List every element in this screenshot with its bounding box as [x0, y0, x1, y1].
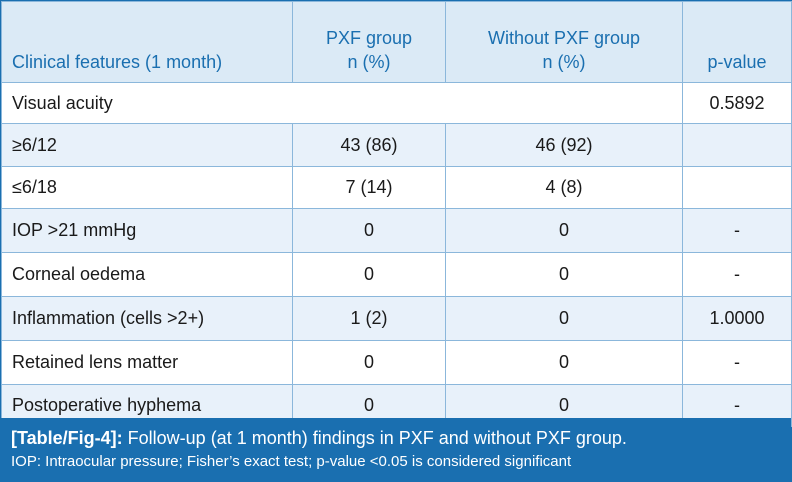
- row-feature: IOP >21 mmHg: [1, 208, 293, 253]
- row-pxf: 43 (86): [292, 123, 446, 167]
- row-feature: Inflammation (cells >2+): [1, 296, 293, 341]
- row-pxf: 0: [292, 340, 446, 385]
- row-p-value: [682, 123, 792, 167]
- caption-note: IOP: Intraocular pressure; Fisher’s exac…: [11, 453, 572, 470]
- row-pxf: 7 (14): [292, 166, 446, 209]
- caption-text: Follow-up (at 1 month) findings in PXF a…: [122, 428, 627, 448]
- row-feature: Retained lens matter: [1, 340, 293, 385]
- row-p-value: 1.0000: [682, 296, 792, 341]
- caption-title: [Table/Fig-4]: Follow-up (at 1 month) fi…: [11, 426, 781, 450]
- table-row: Inflammation (cells >2+) 1 (2) 0 1.0000: [1, 296, 792, 341]
- row-without-pxf: 0: [445, 340, 683, 385]
- table-row: Retained lens matter 0 0 -: [1, 340, 792, 385]
- row-feature: ≤6/18: [1, 166, 293, 209]
- row-without-pxf: 0: [445, 208, 683, 253]
- table-row: ≤6/18 7 (14) 4 (8): [1, 166, 792, 209]
- table-row: Visual acuity 0.5892: [1, 82, 792, 124]
- row-feature: ≥6/12: [1, 123, 293, 167]
- header-without-pxf-group: Without PXF group n (%): [445, 1, 683, 83]
- table-header: Clinical features (1 month) PXF group n …: [1, 1, 792, 83]
- row-pxf: 0: [292, 208, 446, 253]
- row-pxf: 0: [292, 252, 446, 297]
- row-p-value: [682, 166, 792, 209]
- caption-tag: [Table/Fig-4]:: [11, 428, 123, 448]
- header-clinical-features: Clinical features (1 month): [1, 1, 293, 83]
- table-row: IOP >21 mmHg 0 0 -: [1, 208, 792, 253]
- figure-caption: [Table/Fig-4]: Follow-up (at 1 month) fi…: [1, 418, 791, 481]
- table-row: Corneal oedema 0 0 -: [1, 252, 792, 297]
- table-row: ≥6/12 43 (86) 46 (92): [1, 123, 792, 167]
- row-feature: Corneal oedema: [1, 252, 293, 297]
- row-without-pxf: 0: [445, 252, 683, 297]
- row-without-pxf: 4 (8): [445, 166, 683, 209]
- header-pxf-group: PXF group n (%): [292, 1, 446, 83]
- row-p-value: -: [682, 340, 792, 385]
- row-without-pxf: 46 (92): [445, 123, 683, 167]
- row-p-value: -: [682, 252, 792, 297]
- row-without-pxf: 0: [445, 296, 683, 341]
- header-p-value: p-value: [682, 1, 792, 83]
- row-pxf: 1 (2): [292, 296, 446, 341]
- row-p-value: 0.5892: [682, 82, 792, 124]
- table-body: Visual acuity 0.5892 ≥6/12 43 (86) 46 (9…: [1, 82, 792, 427]
- row-p-value: -: [682, 208, 792, 253]
- clinical-features-table: Clinical features (1 month) PXF group n …: [1, 1, 792, 427]
- row-feature: Visual acuity: [1, 82, 683, 124]
